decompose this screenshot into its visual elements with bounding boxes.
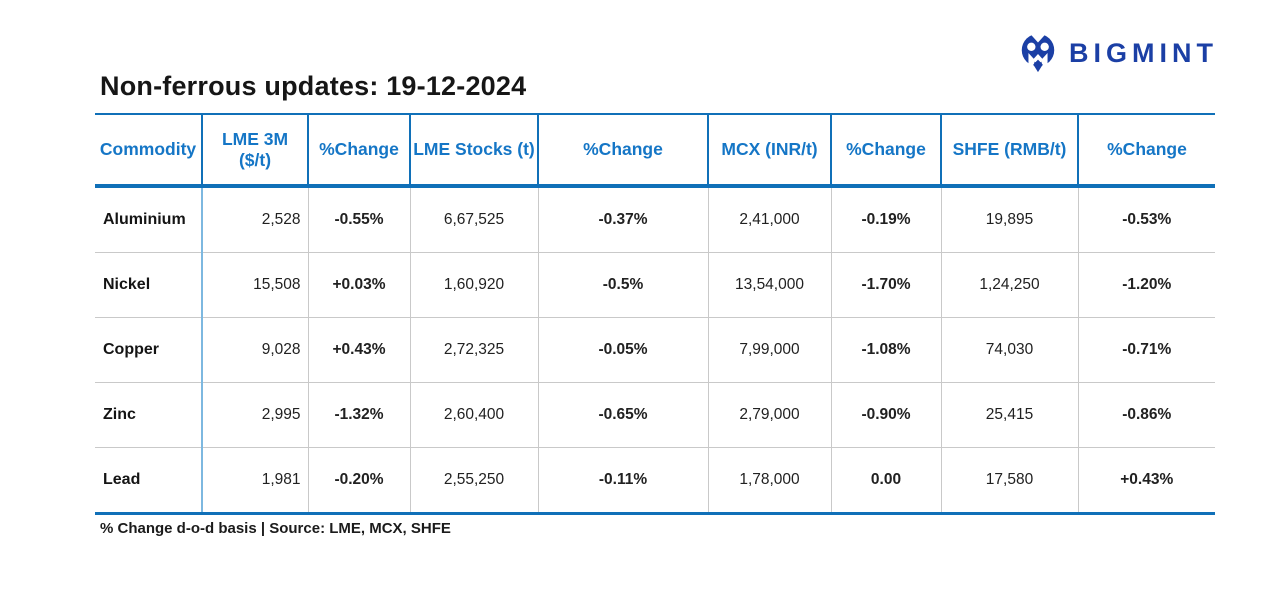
cell-mcx: 1,78,000: [708, 447, 832, 514]
table-row: Copper 9,028 +0.43% 2,72,325 -0.05% 7,99,000-…: [95, 317, 1215, 383]
column-header: %Change: [538, 114, 709, 188]
cell-lme-3m-pct: -1.32%: [308, 382, 411, 448]
cell-lme-stocks-pct: -0.11%: [538, 447, 709, 514]
cell-shfe: 1,24,250: [941, 252, 1079, 318]
page-title: Non-ferrous updates: 19-12-2024: [100, 71, 527, 101]
cell-lme-stocks: 6,67,525: [410, 186, 539, 253]
column-header: MCX (INR/t): [708, 114, 832, 188]
cell-lme-3m-pct: -0.20%: [308, 447, 411, 514]
table-row: Nickel 15,508 +0.03% 1,60,920 -0.5% 13,54,000…: [95, 252, 1215, 318]
column-header: %Change: [831, 114, 942, 188]
cell-lme-3m-pct: +0.43%: [308, 317, 411, 383]
cell-mcx-pct: -1.08%: [831, 317, 942, 383]
cell-mcx: 2,79,000: [708, 382, 832, 448]
column-header: %Change: [1078, 114, 1215, 188]
cell-lme-3m-pct: -0.55%: [308, 186, 411, 253]
cell-commodity: Aluminium: [95, 186, 203, 253]
cell-shfe-pct: -0.53%: [1078, 186, 1215, 253]
cell-commodity: Copper: [95, 317, 203, 383]
cell-lme-stocks: 2,55,250: [410, 447, 539, 514]
cell-mcx-pct: -0.19%: [831, 186, 942, 253]
brand-logo: BIGMINT: [1017, 30, 1218, 76]
cell-lme-stocks-pct: -0.65%: [538, 382, 709, 448]
cell-shfe-pct: -0.86%: [1078, 382, 1215, 448]
cell-shfe-pct: -1.20%: [1078, 252, 1215, 318]
table-row: Aluminium 2,528 -0.55% 6,67,525 -0.37% 2,41,0…: [95, 186, 1215, 253]
header-row: Commodity LME 3M ($/t) %Change LME Stocks (…: [95, 114, 1215, 188]
source-note: % Change d-o-d basis | Source: LME, MCX,…: [100, 520, 451, 537]
bigmint-icon: [1021, 32, 1055, 73]
column-header: LME Stocks (t): [410, 114, 539, 188]
cell-lme-3m: 15,508: [202, 252, 309, 318]
cell-shfe-pct: +0.43%: [1078, 447, 1215, 514]
cell-lme-3m: 1,981: [202, 447, 309, 514]
column-header: SHFE (RMB/t): [941, 114, 1079, 188]
cell-lme-stocks: 2,72,325: [410, 317, 539, 383]
cell-lme-stocks: 2,60,400: [410, 382, 539, 448]
cell-lme-3m-pct: +0.03%: [308, 252, 411, 318]
cell-mcx-pct: -1.70%: [831, 252, 942, 318]
cell-lme-stocks-pct: -0.05%: [538, 317, 709, 383]
cell-lme-stocks: 1,60,920: [410, 252, 539, 318]
cell-commodity: Zinc: [95, 382, 203, 448]
column-header: Commodity: [95, 114, 203, 188]
column-header: LME 3M ($/t): [202, 114, 309, 188]
brand-name: BIGMINT: [1069, 37, 1218, 68]
cell-commodity: Nickel: [95, 252, 203, 318]
cell-shfe: 25,415: [941, 382, 1079, 448]
cell-lme-3m: 9,028: [202, 317, 309, 383]
cell-lme-stocks-pct: -0.5%: [538, 252, 709, 318]
cell-lme-stocks-pct: -0.37%: [538, 186, 709, 253]
table-body: Aluminium 2,528 -0.55% 6,67,525 -0.37% 2,41,0…: [95, 186, 1215, 514]
cell-commodity: Lead: [95, 447, 203, 514]
cell-shfe: 17,580: [941, 447, 1079, 514]
table-row: Lead 1,981 -0.20% 2,55,250 -0.11% 1,78,000 0.0…: [95, 447, 1215, 514]
cell-shfe-pct: -0.71%: [1078, 317, 1215, 383]
cell-shfe: 74,030: [941, 317, 1079, 383]
cell-mcx: 7,99,000: [708, 317, 832, 383]
cell-shfe: 19,895: [941, 186, 1079, 253]
table-row: Zinc 2,995 -1.32% 2,60,400 -0.65% 2,79,000 -0.…: [95, 382, 1215, 448]
cell-lme-3m: 2,995: [202, 382, 309, 448]
cell-mcx-pct: -0.90%: [831, 382, 942, 448]
column-header: %Change: [308, 114, 411, 188]
cell-mcx: 2,41,000: [708, 186, 832, 253]
table-header: Commodity LME 3M ($/t) %Change LME Stocks (…: [95, 114, 1215, 188]
cell-lme-3m: 2,528: [202, 186, 309, 253]
cell-mcx: 13,54,000: [708, 252, 832, 318]
cell-mcx-pct: 0.00: [831, 447, 942, 514]
commodity-table: Commodity LME 3M ($/t) %Change LME Stocks (…: [95, 113, 1215, 515]
